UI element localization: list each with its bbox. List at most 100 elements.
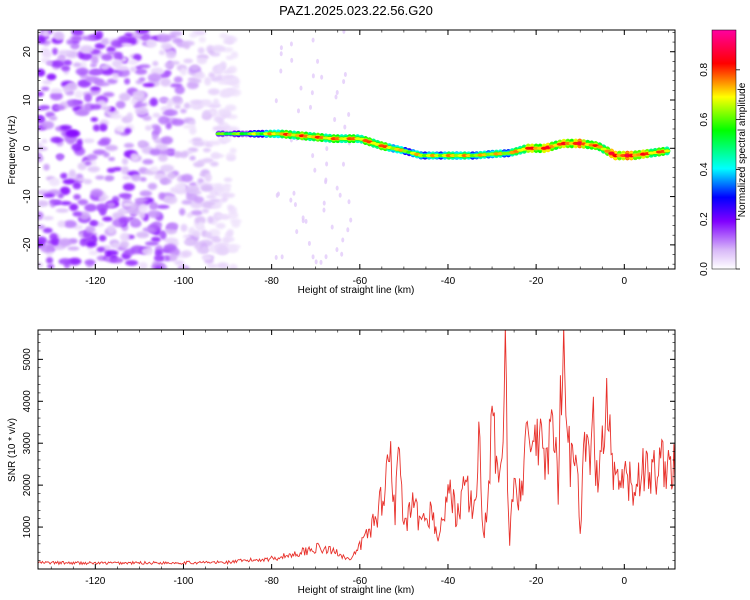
spectrogram-noise-blob — [174, 85, 185, 95]
spectrogram-noise-blob — [197, 47, 205, 54]
spectrogram-noise-blob — [182, 124, 196, 129]
snr-ylabel: SNR (10 * v/v) — [7, 418, 18, 482]
spectrogram-noise-blob — [342, 30, 346, 34]
spectrogram-noise-blob — [79, 45, 94, 54]
spectrogram-noise-blob — [153, 254, 165, 262]
spectrogram-noise-blob — [180, 223, 188, 232]
spectrogram-noise-blob — [74, 110, 89, 116]
spectrogram-noise-blob — [340, 251, 344, 257]
spectrogram-noise-blob — [173, 151, 182, 158]
snr-frame — [37, 329, 676, 570]
spectrogram-noise-blob — [334, 94, 338, 100]
spectrogram-noise-blob — [77, 177, 87, 182]
spectrogram-noise-blob — [324, 254, 328, 260]
spectrogram-noise-blob — [46, 263, 55, 269]
spectrogram-noise-blob — [55, 208, 69, 213]
spectrogram-noise-blob — [53, 104, 65, 111]
spectrogram-noise-blob — [322, 207, 326, 213]
spectrogram-frame — [37, 29, 676, 270]
spectrogram-noise-blob — [311, 254, 315, 260]
spectrogram-noise-blob — [227, 204, 234, 211]
spectrogram-xtick-label: -20 — [529, 276, 544, 287]
spectrogram-noise-blob — [164, 195, 178, 205]
spectrogram-ridge-cell — [596, 145, 603, 149]
spectrogram-noise-blob — [322, 200, 326, 206]
spectrogram-noise-blob — [198, 36, 206, 43]
spectrogram-noise-blob — [88, 250, 99, 256]
spectrogram-noise-blob — [107, 225, 116, 234]
colorbar-tick-label: 0.6 — [699, 112, 710, 126]
spectrogram-noise-blob — [158, 153, 168, 162]
spectrogram-noise-blob — [159, 177, 172, 185]
spectrogram-noise-blob — [43, 193, 55, 198]
spectrogram-noise-blob — [212, 98, 220, 107]
spectrogram-noise-blob — [118, 92, 131, 102]
spectrogram-noise-blob — [206, 194, 217, 199]
spectrogram-noise-blob — [309, 104, 313, 110]
snr-ytick-label: 5000 — [22, 348, 33, 371]
spectrogram-noise-blob — [162, 111, 174, 116]
spectrogram-noise-blob — [325, 161, 329, 167]
spectrogram-noise-blob — [49, 91, 63, 101]
spectrogram-noise-blob — [142, 82, 155, 88]
spectrogram-noise-blob — [160, 42, 173, 51]
snr-xtick-label: -80 — [264, 576, 279, 587]
spectrogram-noise-blob — [210, 153, 225, 158]
spectrogram-noise-blob — [50, 237, 61, 246]
spectrogram-noise-blob — [223, 39, 234, 45]
spectrogram-noise-blob — [122, 175, 132, 180]
spectrogram-noise-blob — [189, 155, 196, 161]
spectrogram-noise-blob — [208, 72, 216, 79]
spectrogram-noise-blob — [111, 59, 123, 68]
spectrogram-xtick-label: -120 — [85, 276, 105, 287]
spectrogram-noise-blob — [223, 177, 233, 183]
spectrogram-noise-blob — [100, 64, 110, 71]
spectrogram-noise-blob — [280, 254, 284, 260]
spectrogram-noise-blob — [58, 258, 72, 265]
spectrogram-noise-blob — [86, 153, 98, 161]
spectrogram-noise-blob — [163, 243, 177, 252]
spectrogram-noise-blob — [40, 243, 54, 253]
spectrogram-noise-blob — [42, 227, 53, 234]
spectrogram-noise-blob — [145, 39, 158, 48]
spectrogram-noise-blob — [222, 69, 231, 75]
spectrogram-noise-blob — [135, 30, 150, 35]
spectrogram-noise-blob — [122, 202, 133, 207]
spectrogram-noise-blob — [192, 140, 205, 147]
spectrogram-noise-blob — [131, 173, 142, 182]
colorbar-label: Normalized spectral amplitude — [737, 82, 748, 217]
spectrogram-noise-blob — [216, 246, 230, 256]
spectrogram-noise-blob — [181, 250, 192, 258]
spectrogram-noise-blob — [106, 167, 116, 173]
spectrogram-noise-blob — [41, 30, 50, 37]
spectrogram-noise-blob — [160, 78, 172, 87]
spectrogram-noise-blob — [38, 154, 44, 163]
spectrogram-noise-blob — [51, 47, 59, 56]
spectrogram-noise-blob — [138, 77, 146, 82]
spectrogram-noise-blob — [40, 47, 49, 53]
spectrogram-noise-blob — [38, 200, 49, 207]
spectrogram-noise-blob — [164, 227, 177, 235]
spectrogram-noise-blob — [41, 138, 48, 144]
spectrogram-noise-blob — [197, 159, 206, 165]
spectrogram-noise-blob — [82, 35, 96, 41]
spectrogram-noise-blob — [183, 58, 194, 64]
spectrogram-noise-blob — [190, 79, 202, 84]
spectrogram-noise-blob — [135, 231, 150, 239]
spectrogram-noise-blob — [343, 124, 347, 130]
spectrogram-noise-blob — [130, 245, 145, 255]
spectrogram-noise-blob — [290, 57, 294, 63]
spectrogram-noise-blob — [75, 67, 89, 76]
spectrogram-noise-blob — [41, 86, 50, 92]
spectrogram-noise-blob — [301, 218, 305, 224]
spectrogram-noise-blob — [307, 240, 311, 246]
spectrogram-xtick-label: 0 — [622, 276, 628, 287]
spectrogram-noise-blob — [179, 151, 189, 158]
spectrogram-noise-blob — [149, 97, 158, 107]
spectrogram-noise-blob — [112, 72, 120, 80]
spectrogram-noise-blob — [125, 259, 139, 266]
spectrogram-noise-blob — [121, 166, 130, 175]
snr-ytick-label: 3000 — [22, 432, 33, 455]
spectrogram-noise-blob — [171, 118, 185, 126]
spectrogram-noise-blob — [91, 55, 99, 65]
